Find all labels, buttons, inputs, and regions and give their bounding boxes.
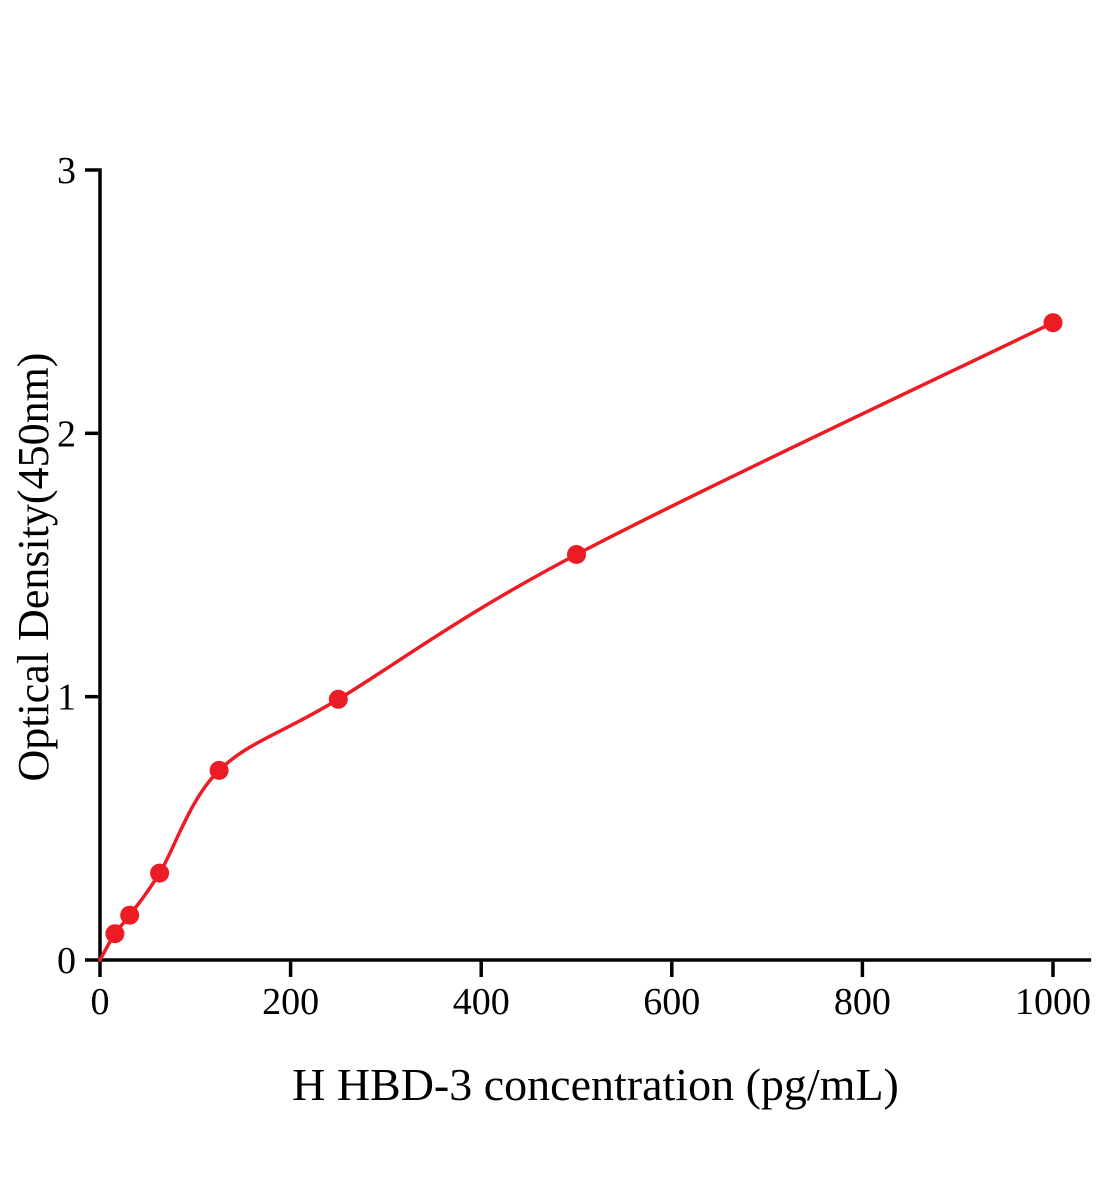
x-tick-label: 0	[91, 981, 110, 1023]
data-point	[567, 545, 586, 564]
x-tick-label: 200	[262, 981, 319, 1023]
axes	[98, 168, 1092, 962]
x-tick-label: 1000	[1015, 981, 1091, 1023]
y-tick-label: 3	[57, 150, 76, 192]
data-point	[328, 689, 348, 709]
y-axis-title: Optical Density(450nm)	[9, 352, 58, 782]
data-point	[105, 924, 125, 944]
y-tick-label: 2	[57, 413, 76, 455]
x-tick-label: 800	[834, 981, 891, 1023]
y-tick-label: 0	[57, 940, 76, 982]
data-point	[209, 760, 229, 780]
x-tick-label: 400	[453, 981, 510, 1023]
y-tick-label: 1	[57, 677, 76, 719]
data-point	[1043, 313, 1063, 333]
data-point	[150, 863, 170, 883]
data-point	[120, 905, 140, 925]
x-tick-label: 600	[643, 981, 700, 1023]
fit-curve	[98, 320, 1055, 962]
x-axis-title: H HBD-3 concentration (pg/mL)	[292, 1059, 899, 1110]
